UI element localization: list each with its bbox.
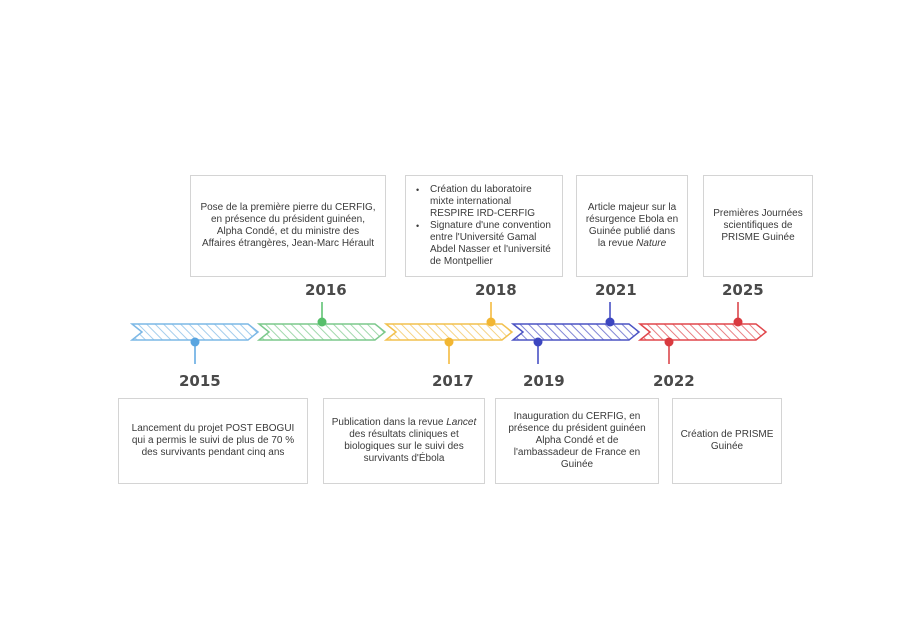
year-label-2022: 2022 bbox=[653, 372, 695, 390]
event-text: mixte international bbox=[430, 196, 512, 207]
timeline-arrow-segment bbox=[383, 323, 514, 341]
event-text: Guinée bbox=[560, 459, 594, 470]
event-text: Affaires étrangères, Jean-Marc Hérault bbox=[201, 238, 375, 249]
journal-name: Lancet bbox=[446, 417, 477, 428]
event-text: Alpha Condé et de bbox=[535, 435, 619, 446]
year-label-2016: 2016 bbox=[305, 281, 347, 299]
event-marker-dot bbox=[317, 317, 327, 327]
event-box-2016: Pose de la première pierre du CERFIG, en… bbox=[190, 175, 386, 277]
event-box-2015: Lancement du projet POST EBOGUI qui a pe… bbox=[118, 398, 308, 484]
event-text: Article majeur sur la bbox=[587, 202, 677, 213]
year-label-2019: 2019 bbox=[523, 372, 565, 390]
event-text: RESPIRE IRD-CERFIG bbox=[430, 208, 536, 219]
event-text: Création du laboratoire bbox=[430, 184, 532, 195]
event-bullet-list: Création du laboratoire mixte internatio… bbox=[414, 184, 551, 268]
event-text: Alpha Condé, et du ministre des bbox=[216, 226, 360, 237]
event-box-2018: Création du laboratoire mixte internatio… bbox=[405, 175, 563, 277]
timeline-arrow-segment bbox=[637, 323, 768, 341]
event-marker-dot bbox=[486, 317, 496, 327]
event-text: Guinée publié dans bbox=[588, 226, 676, 237]
event-marker-dot bbox=[190, 337, 200, 347]
event-marker-dot bbox=[605, 317, 615, 327]
event-text: la revue bbox=[597, 238, 637, 249]
event-text: Inauguration du CERFIG, en bbox=[513, 411, 641, 422]
event-text: de Montpellier bbox=[430, 256, 493, 267]
timeline-arrow-segment bbox=[510, 323, 641, 341]
event-text: Lancement du projet POST EBOGUI bbox=[131, 423, 295, 434]
event-text: Signature d'une convention bbox=[430, 220, 551, 231]
event-text: résurgence Ebola en bbox=[585, 214, 679, 225]
event-text: la revue Nature bbox=[598, 238, 666, 250]
event-text: Publication dans la revue bbox=[331, 417, 447, 428]
event-marker-dot bbox=[664, 337, 674, 347]
event-text: scientifiques de bbox=[723, 220, 793, 231]
event-text: Pose de la première pierre du CERFIG, bbox=[200, 202, 376, 213]
event-text: PRISME Guinée bbox=[721, 232, 795, 243]
year-label-2018: 2018 bbox=[475, 281, 517, 299]
event-text: des résultats cliniques et bbox=[349, 429, 459, 440]
year-label-2015: 2015 bbox=[179, 372, 221, 390]
year-label-2021: 2021 bbox=[595, 281, 637, 299]
event-text: présence du président guinéen bbox=[508, 423, 646, 434]
event-text: qui a permis le suivi de plus de 70 % bbox=[131, 435, 295, 446]
event-text: Publication dans la revue Lancet bbox=[332, 417, 477, 429]
event-box-2019: Inauguration du CERFIG, en présence du p… bbox=[495, 398, 659, 484]
event-text: entre l'Université Gamal bbox=[430, 232, 537, 243]
event-marker-dot bbox=[444, 337, 454, 347]
event-box-2025: Premières Journées scientifiques de PRIS… bbox=[703, 175, 813, 277]
event-text: l'ambassadeur de France en bbox=[513, 447, 641, 458]
journal-name: Nature bbox=[636, 238, 667, 249]
timeline-arrow-segment bbox=[256, 323, 387, 341]
event-box-2021: Article majeur sur la résurgence Ebola e… bbox=[576, 175, 688, 277]
event-text: des survivants pendant cinq ans bbox=[141, 447, 285, 458]
timeline-arrow-segment bbox=[129, 323, 260, 341]
event-box-2017: Publication dans la revue Lancet des rés… bbox=[323, 398, 485, 484]
year-label-2017: 2017 bbox=[432, 372, 474, 390]
event-text: Création de PRISME bbox=[680, 429, 774, 440]
event-box-2022: Création de PRISME Guinée bbox=[672, 398, 782, 484]
year-label-2025: 2025 bbox=[722, 281, 764, 299]
event-text: en présence du président guinéen, bbox=[210, 214, 365, 225]
event-text: survivants d'Ébola bbox=[363, 453, 445, 464]
event-text: Abdel Nasser et l'université bbox=[430, 244, 551, 255]
bullet-item: Signature d'une convention entre l'Unive… bbox=[414, 220, 551, 268]
bullet-item: Création du laboratoire mixte internatio… bbox=[414, 184, 551, 220]
event-text: Guinée bbox=[710, 441, 744, 452]
event-text: biologiques sur le suivi des bbox=[344, 441, 464, 452]
event-marker-dot bbox=[533, 337, 543, 347]
event-text: Premières Journées bbox=[713, 208, 803, 219]
event-marker-dot bbox=[733, 317, 743, 327]
